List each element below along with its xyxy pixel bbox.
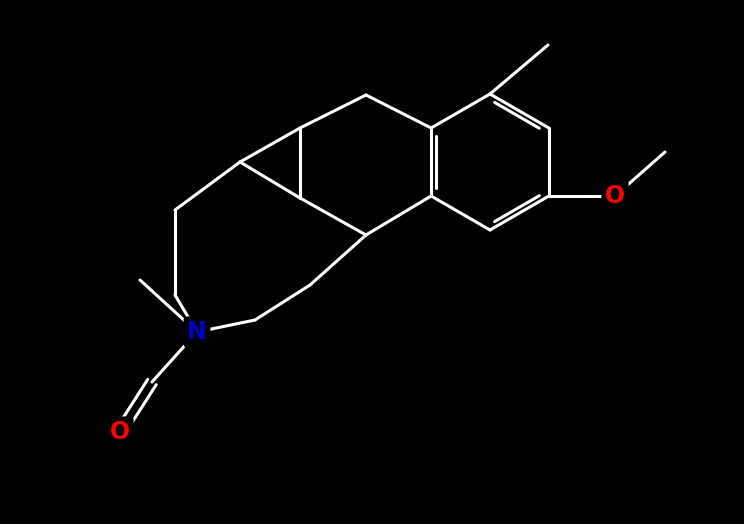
Text: O: O <box>110 420 130 444</box>
Text: N: N <box>187 320 207 344</box>
Text: O: O <box>605 184 625 208</box>
